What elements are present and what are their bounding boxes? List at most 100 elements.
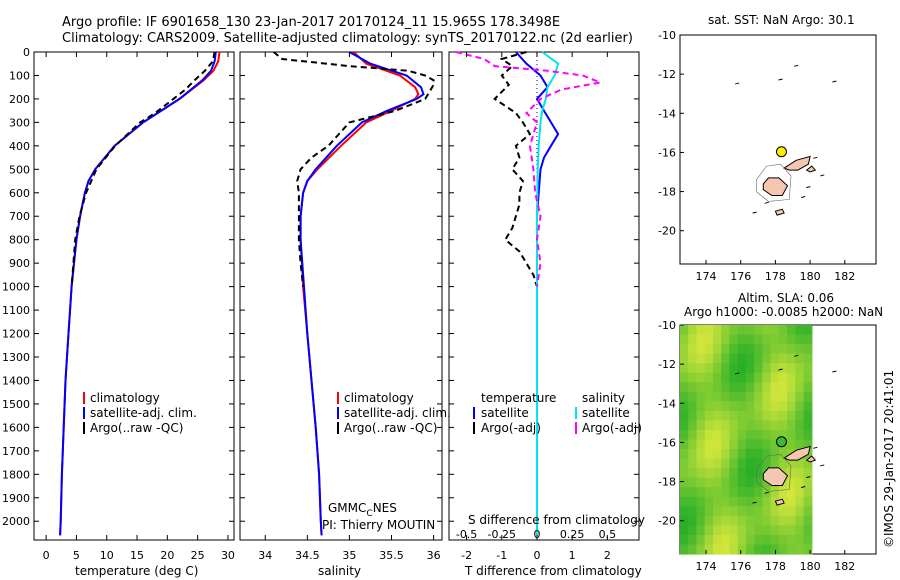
- sla-cell: [737, 325, 747, 336]
- sla-cell: [688, 477, 697, 488]
- sla-cell: [787, 525, 796, 536]
- sla-cell: [680, 334, 689, 345]
- sla-cell: [688, 449, 697, 460]
- sla-cell: [696, 353, 706, 364]
- sla-cell: [762, 487, 772, 498]
- depth-tick-label: 300: [9, 116, 30, 129]
- sla-cell: [729, 372, 739, 383]
- sla-cell: [713, 391, 722, 402]
- sla-cell: [745, 382, 755, 393]
- sla-cell: [803, 382, 813, 393]
- sla-cell: [688, 382, 697, 393]
- sla-cell: [737, 487, 747, 498]
- sla-cell: [770, 420, 780, 431]
- sla-cell: [721, 534, 730, 545]
- sla-cell: [713, 534, 722, 545]
- sla-cell: [704, 525, 714, 536]
- sla-cell: [745, 334, 755, 345]
- temperature-xlabel: temperature (deg C): [75, 564, 198, 578]
- sla-cell: [704, 506, 714, 517]
- sla-cell: [721, 353, 730, 364]
- sla-cell: [696, 363, 706, 374]
- sla-cell: [745, 325, 755, 336]
- depth-tick-label: 1600: [2, 421, 30, 434]
- depth-tick-label: 700: [9, 210, 30, 223]
- s-tick-label: 0.25: [560, 528, 585, 541]
- sla-cell: [787, 334, 796, 345]
- sla-cell: [745, 496, 755, 507]
- sla-cell: [696, 430, 706, 441]
- sla-cell: [721, 458, 730, 469]
- sla-map-field: [680, 325, 813, 555]
- s-difference-label: S difference from climatology: [468, 513, 645, 527]
- sla-cell: [778, 325, 788, 336]
- sla-cell: [704, 487, 714, 498]
- sla-cell: [704, 372, 714, 383]
- sla-cell: [770, 363, 780, 374]
- salinity-panel: 34 34.5 35 35.5 36 salinity climatology sate…: [239, 51, 451, 578]
- sla-cell: [696, 401, 706, 412]
- sla-cell: [688, 344, 697, 355]
- sla-cell: [696, 439, 706, 450]
- sla-cell: [696, 525, 706, 536]
- map-y-tick-label: -10: [658, 29, 676, 42]
- sla-cell: [762, 401, 772, 412]
- sla-cell: [754, 477, 763, 488]
- sla-cell: [787, 382, 796, 393]
- sla-cell: [704, 458, 714, 469]
- sla-cell: [787, 430, 796, 441]
- sla-cell: [754, 391, 763, 402]
- series-line-salinity-satellite: [536, 51, 560, 536]
- sla-cell: [680, 382, 689, 393]
- sla-cell: [770, 353, 780, 364]
- sla-cell: [737, 534, 747, 545]
- sla-cell: [787, 515, 796, 526]
- sla-cell: [713, 372, 722, 383]
- sla-cell: [729, 458, 739, 469]
- depth-axis: 0 100 200 300 400 500 600 700 800 900 1000 1100 1200…: [2, 46, 639, 528]
- sla-cell: [688, 515, 697, 526]
- sla-cell: [778, 382, 788, 393]
- argo-position-marker: [775, 436, 787, 448]
- sla-cell: [754, 496, 763, 507]
- sla-cell: [721, 382, 730, 393]
- sla-cell: [745, 401, 755, 412]
- sla-cell: [688, 468, 697, 479]
- sla-cell: [795, 515, 805, 526]
- temperature-frame: [33, 51, 235, 541]
- sla-cell: [688, 525, 697, 536]
- sla-cell: [737, 410, 747, 421]
- x-tick-label: 35: [342, 549, 356, 562]
- islet-mark: [764, 491, 769, 494]
- sla-cell: [770, 439, 780, 450]
- legend-label-s-satellite: satellite: [582, 406, 630, 420]
- map-x-tick-label: 182: [834, 560, 855, 573]
- sla-cell: [803, 430, 813, 441]
- series-line-satellite-adj-clim-: [299, 51, 425, 536]
- islet-mark: [820, 174, 825, 177]
- sla-cell: [770, 344, 780, 355]
- x-tick-label: 34.5: [295, 549, 320, 562]
- sla-cell: [762, 506, 772, 517]
- map-x-tick-label: 178: [765, 560, 786, 573]
- sla-cell: [803, 477, 813, 488]
- sla-cell: [754, 449, 763, 460]
- sla-cell: [787, 458, 796, 469]
- sla-cell: [704, 325, 714, 336]
- sla-cell: [803, 410, 813, 421]
- sla-cell: [696, 334, 706, 345]
- sla-cell: [745, 449, 755, 460]
- sla-cell: [803, 334, 813, 345]
- sla-cell: [729, 391, 739, 402]
- sla-cell: [803, 439, 813, 450]
- map-y-tick-label: -20: [658, 225, 676, 238]
- sla-cell: [787, 544, 796, 555]
- map-y-tick-label: -12: [658, 68, 676, 81]
- sla-cell: [696, 325, 706, 336]
- sla-cell: [778, 458, 788, 469]
- x-tick-label: 20: [160, 549, 174, 562]
- sla-cell: [803, 325, 813, 336]
- sla-cell: [787, 477, 796, 488]
- sla-cell: [713, 515, 722, 526]
- sla-cell: [704, 430, 714, 441]
